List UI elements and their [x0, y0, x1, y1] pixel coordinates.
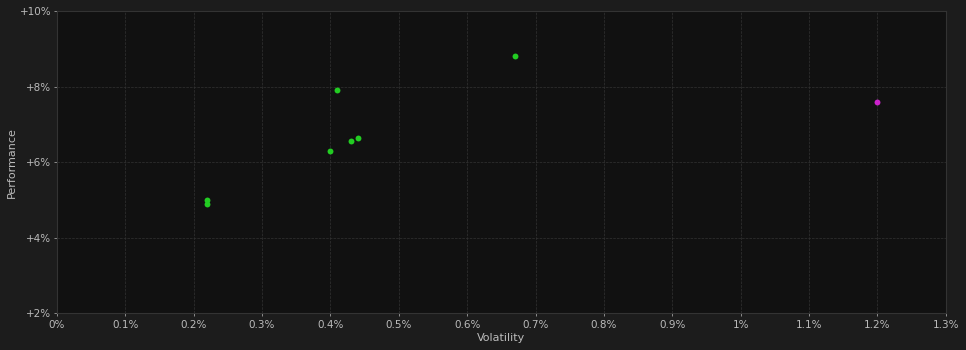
Point	[200, 201, 215, 206]
Point	[200, 197, 215, 203]
Point	[343, 139, 358, 144]
X-axis label: Volatility: Volatility	[477, 333, 526, 343]
Point	[350, 135, 365, 140]
Y-axis label: Performance: Performance	[7, 127, 17, 198]
Point	[507, 54, 523, 59]
Point	[329, 88, 345, 93]
Point	[869, 99, 885, 104]
Point	[323, 148, 338, 154]
